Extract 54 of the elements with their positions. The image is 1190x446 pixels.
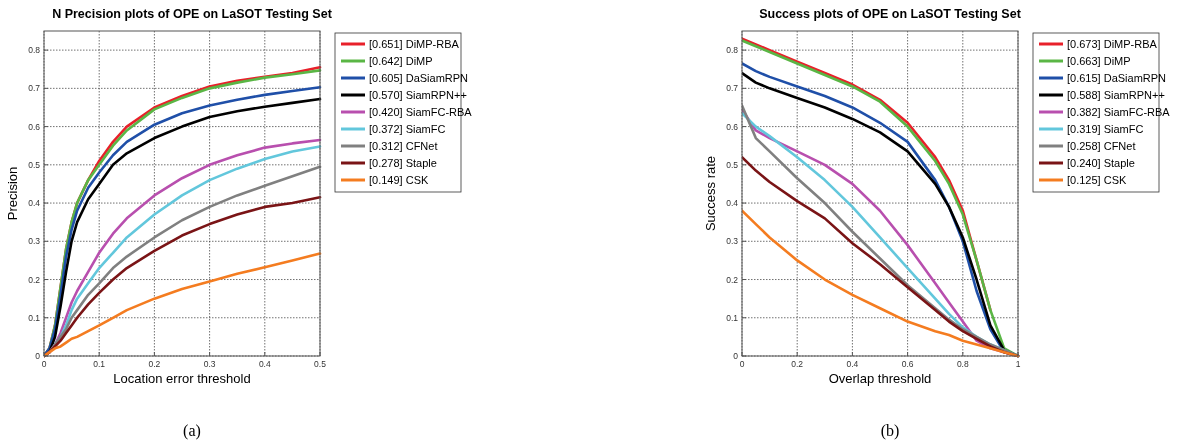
y-axis-title: Success rate bbox=[703, 155, 718, 232]
x-tick-label: 0.6 bbox=[901, 359, 914, 369]
y-axis-title: Precision bbox=[5, 166, 20, 221]
y-tick-label: 0.5 bbox=[28, 159, 41, 170]
legend-label: [0.125] CSK bbox=[1067, 174, 1127, 186]
legend-label: [0.588] SiamRPN++ bbox=[1067, 89, 1165, 101]
legend-label: [0.605] DaSiamRPN bbox=[369, 72, 469, 84]
legend-label: [0.673] DiMP-RBA bbox=[1067, 38, 1158, 50]
x-tick-label: 1 bbox=[1015, 359, 1021, 369]
chart-title: N Precision plots of OPE on LaSOT Testing Set bbox=[52, 7, 333, 21]
x-tick-label: 0.2 bbox=[148, 359, 161, 369]
y-tick-label: 0.5 bbox=[726, 159, 739, 170]
legend-label: [0.570] SiamRPN++ bbox=[369, 89, 467, 101]
x-tick-label: 0.8 bbox=[956, 359, 969, 369]
legend-label: [0.149] CSK bbox=[369, 174, 429, 186]
y-tick-label: 0.7 bbox=[726, 83, 739, 94]
x-tick-label: 0.1 bbox=[93, 359, 106, 369]
x-tick-label: 0.2 bbox=[791, 359, 804, 369]
y-tick-label: 0 bbox=[35, 351, 41, 361]
text: (a) bbox=[183, 422, 201, 440]
y-tick-label: 0.1 bbox=[28, 312, 41, 323]
legend-label: [0.319] SiamFC bbox=[1067, 123, 1144, 135]
x-tick-label: 0.4 bbox=[258, 359, 271, 369]
y-tick-label: 0 bbox=[733, 351, 739, 361]
legend-label: [0.372] SiamFC bbox=[369, 123, 446, 135]
text: (b) bbox=[880, 422, 900, 440]
legend-label: [0.651] DiMP-RBA bbox=[369, 38, 460, 50]
y-tick-label: 0.3 bbox=[28, 236, 41, 247]
legend-label: [0.663] DiMP bbox=[1067, 55, 1131, 67]
legend-label: [0.420] SiamFC-RBA bbox=[369, 106, 473, 118]
legend-label: [0.240] Staple bbox=[1067, 157, 1135, 169]
legend-label: [0.278] Staple bbox=[369, 157, 437, 169]
y-tick-label: 0.4 bbox=[726, 198, 739, 209]
y-tick-label: 0.2 bbox=[726, 274, 739, 285]
x-tick-label: 0.5 bbox=[314, 359, 327, 369]
x-tick-label: 0.4 bbox=[846, 359, 859, 369]
legend-label: [0.312] CFNet bbox=[369, 140, 438, 152]
chart-title: Success plots of OPE on LaSOT Testing Set bbox=[759, 7, 1022, 21]
y-tick-label: 0.8 bbox=[726, 45, 739, 56]
x-tick-label: 0.3 bbox=[203, 359, 216, 369]
y-tick-label: 0.2 bbox=[28, 274, 41, 285]
legend-label: [0.615] DaSiamRPN bbox=[1067, 72, 1167, 84]
legend-label: [0.382] SiamFC-RBA bbox=[1067, 106, 1171, 118]
y-tick-label: 0.3 bbox=[726, 236, 739, 247]
y-tick-label: 0.6 bbox=[28, 121, 41, 132]
x-axis-title: Location error threshold bbox=[113, 371, 251, 386]
y-tick-label: 0.8 bbox=[28, 45, 41, 56]
legend-label: [0.258] CFNet bbox=[1067, 140, 1136, 152]
legend-label: [0.642] DiMP bbox=[369, 55, 433, 67]
y-tick-label: 0.1 bbox=[726, 312, 739, 323]
y-tick-label: 0.4 bbox=[28, 198, 41, 209]
x-axis-title: Overlap threshold bbox=[828, 371, 932, 386]
y-tick-label: 0.7 bbox=[28, 83, 41, 94]
y-tick-label: 0.6 bbox=[726, 121, 739, 132]
